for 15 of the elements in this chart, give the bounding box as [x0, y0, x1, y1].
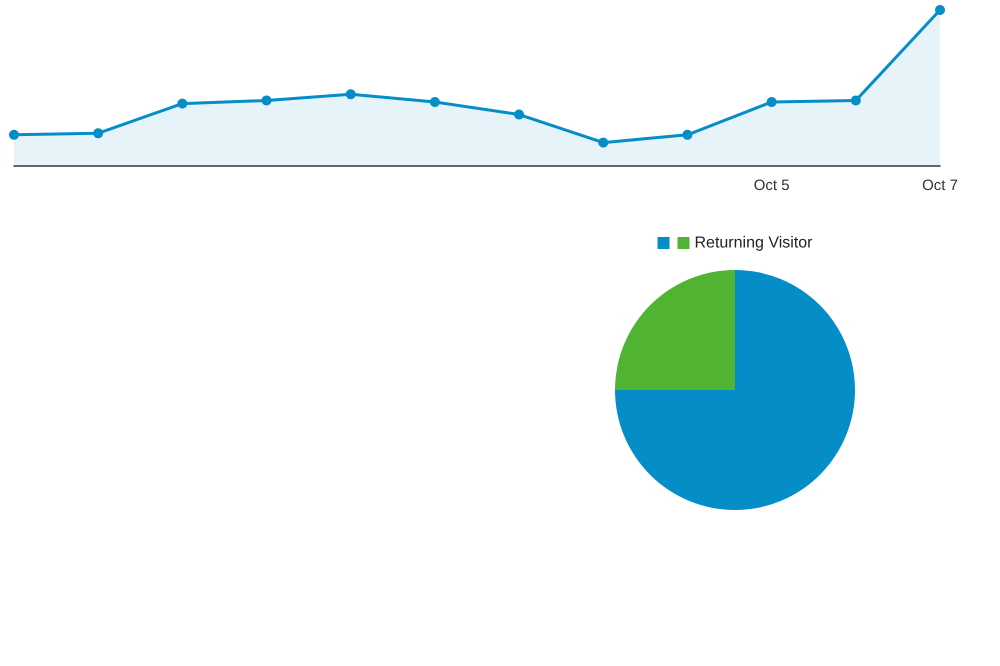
point	[514, 110, 524, 120]
x-tick-label: Oct 7	[922, 177, 958, 194]
point	[598, 138, 608, 148]
point	[177, 98, 188, 109]
point	[430, 97, 440, 108]
point	[682, 130, 692, 140]
point	[262, 95, 272, 106]
x-tick-label: Oct 5	[754, 177, 790, 194]
point	[935, 5, 945, 15]
point	[9, 130, 19, 140]
point	[346, 89, 356, 100]
point	[850, 95, 861, 106]
legend-label: Returning Visitor	[694, 234, 814, 252]
point	[766, 97, 777, 108]
point	[93, 128, 104, 138]
